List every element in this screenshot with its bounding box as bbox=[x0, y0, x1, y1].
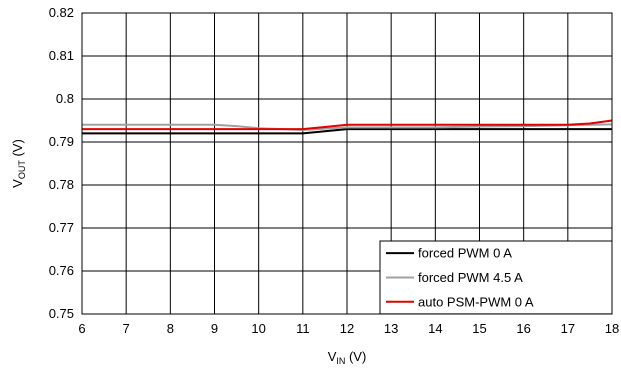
y-tick-label: 0.8 bbox=[56, 91, 74, 106]
x-tick-label: 7 bbox=[123, 321, 130, 336]
legend: forced PWM 0 A forced PWM 4.5 A auto PSM-P… bbox=[379, 240, 613, 315]
y-axis-label: VOUT (V) bbox=[10, 139, 27, 188]
y-axis-label-unit: (V) bbox=[10, 139, 25, 160]
y-tick-label: 0.82 bbox=[49, 5, 74, 20]
x-tick-label: 18 bbox=[605, 321, 619, 336]
x-axis-label-main: V bbox=[328, 349, 337, 364]
y-tick-label: 0.81 bbox=[49, 48, 74, 63]
y-axis-label-main: V bbox=[10, 179, 25, 188]
series-line-3 bbox=[82, 119, 613, 131]
x-tick-label: 13 bbox=[384, 321, 398, 336]
legend-entry-label: auto PSM-PWM 0 A bbox=[418, 294, 534, 309]
y-tick-label: 0.75 bbox=[49, 306, 74, 321]
x-tick-label: 8 bbox=[167, 321, 174, 336]
legend-entry-label: forced PWM 4.5 A bbox=[418, 270, 523, 285]
x-tick-label: 16 bbox=[516, 321, 530, 336]
x-tick-label: 6 bbox=[78, 321, 85, 336]
x-axis-label-unit: (V) bbox=[345, 349, 366, 364]
x-tick-label: 14 bbox=[428, 321, 442, 336]
x-axis-label: VIN (V) bbox=[328, 349, 367, 366]
x-tick-label: 9 bbox=[211, 321, 218, 336]
y-tick-labels: 0.75 0.76 0.77 0.78 0.79 0.8 0.81 0.82 bbox=[49, 5, 74, 321]
series-line-2 bbox=[82, 123, 613, 131]
plot-area-frame bbox=[81, 12, 613, 315]
y-tick-label: 0.76 bbox=[49, 263, 74, 278]
x-tick-label: 15 bbox=[472, 321, 486, 336]
y-axis-label-sub: OUT bbox=[17, 160, 27, 180]
y-tick-label: 0.77 bbox=[49, 220, 74, 235]
legend-box bbox=[379, 240, 613, 315]
x-axis-label-sub: IN bbox=[336, 356, 345, 366]
x-tick-labels: 6 7 8 9 10 11 12 13 14 15 16 17 18 bbox=[78, 321, 619, 336]
y-tick-label: 0.79 bbox=[49, 134, 74, 149]
series-line-1 bbox=[82, 128, 612, 135]
series-lines bbox=[82, 119, 613, 135]
x-tick-label: 17 bbox=[561, 321, 575, 336]
x-tick-label: 10 bbox=[251, 321, 265, 336]
x-tick-label: 12 bbox=[340, 321, 354, 336]
x-tick-label: 11 bbox=[296, 321, 310, 336]
legend-entry-label: forced PWM 0 A bbox=[418, 246, 512, 261]
y-tick-label: 0.78 bbox=[49, 177, 74, 192]
